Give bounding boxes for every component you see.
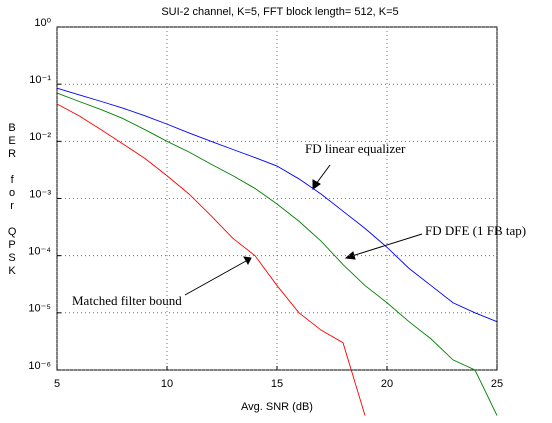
y-tick-label: 10⁻⁴ xyxy=(28,246,51,258)
arrow xyxy=(184,260,247,296)
annotation: FD linear equalizer xyxy=(305,141,406,156)
arrow-head xyxy=(344,251,356,260)
arrow xyxy=(315,164,331,185)
y-tick-label: 10⁻¹ xyxy=(29,74,51,86)
series-line xyxy=(56,92,498,416)
x-tick-label: 10 xyxy=(161,378,173,390)
x-tick-label: 25 xyxy=(491,378,503,390)
x-axis-label: Avg. SNR (dB) xyxy=(241,401,313,413)
annotation: FD DFE (1 FB tap) xyxy=(425,223,526,238)
y-tick-label: 10⁻⁵ xyxy=(28,303,51,315)
series-line xyxy=(56,87,498,323)
x-tick-label: 15 xyxy=(271,378,283,390)
arrow-head xyxy=(312,179,321,190)
y-tick-label: 10⁻³ xyxy=(29,188,51,200)
arrow-head xyxy=(243,256,252,266)
x-tick-label: 20 xyxy=(381,378,393,390)
arrow xyxy=(351,233,423,257)
y-tick-label: 10⁰ xyxy=(34,17,51,29)
y-axis-label: BER for QPSK xyxy=(6,122,18,278)
annotation: Matched filter bound xyxy=(72,293,182,308)
series-line xyxy=(56,103,366,416)
annotation-arrows xyxy=(184,164,423,296)
chart-title: SUI-2 channel, K=5, FFT block length= 51… xyxy=(161,6,398,18)
y-tick-label: 10⁻² xyxy=(29,131,51,143)
y-tick-label: 10⁻⁶ xyxy=(28,360,51,372)
x-tick-label: 5 xyxy=(54,378,60,390)
